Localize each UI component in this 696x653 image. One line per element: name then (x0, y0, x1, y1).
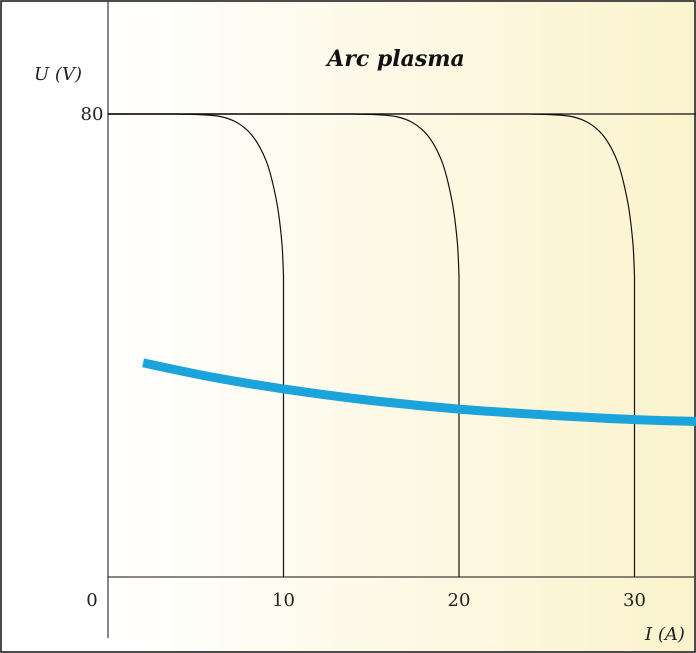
source-characteristic-line (108, 113, 285, 577)
x-tick-label: 20 (448, 590, 471, 611)
x-tick-label: 30 (623, 590, 646, 611)
plot-background (108, 2, 694, 651)
source-characteristic-line (108, 113, 636, 577)
y-tick-label: 80 (81, 104, 104, 125)
y-tick-label: 0 (86, 590, 97, 611)
x-axis-label: I (A) (644, 624, 685, 645)
chart-title: Arc plasma (325, 46, 465, 72)
arc-characteristic-line (142, 358, 696, 426)
x-tick-label: 10 (272, 590, 295, 611)
source-characteristic-line (108, 113, 460, 577)
y-axis-label: U (V) (34, 64, 82, 85)
